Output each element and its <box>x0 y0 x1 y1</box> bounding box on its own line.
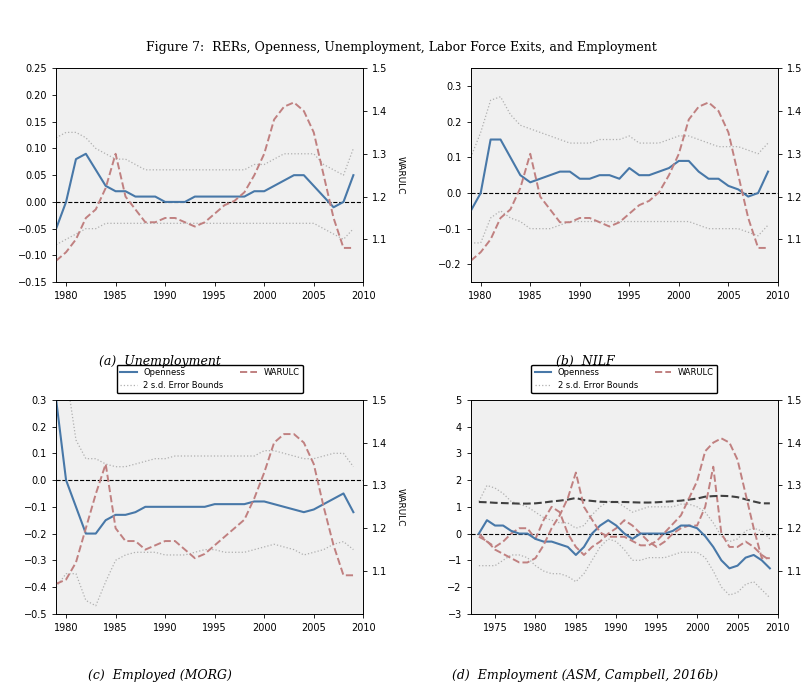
Text: (c)  Employed (MORG): (c) Employed (MORG) <box>88 668 233 682</box>
Text: Figure 7:  RERs, Openness, Unemployment, Labor Force Exits, and Employment: Figure 7: RERs, Openness, Unemployment, … <box>146 41 656 55</box>
Text: (b)  NILF: (b) NILF <box>556 355 615 368</box>
Text: (a)  Unemployment: (a) Unemployment <box>99 355 221 368</box>
Text: (d)  Employment (ASM, Campbell, 2016b): (d) Employment (ASM, Campbell, 2016b) <box>452 668 719 682</box>
Y-axis label: WARULC: WARULC <box>395 488 404 526</box>
Legend: Openness, 2 s.d. Error Bounds, WARULC: Openness, 2 s.d. Error Bounds, WARULC <box>531 365 718 394</box>
Y-axis label: WARULC: WARULC <box>395 156 404 194</box>
Legend: Openness, 2 s.d. Error Bounds, WARULC: Openness, 2 s.d. Error Bounds, WARULC <box>116 365 303 394</box>
